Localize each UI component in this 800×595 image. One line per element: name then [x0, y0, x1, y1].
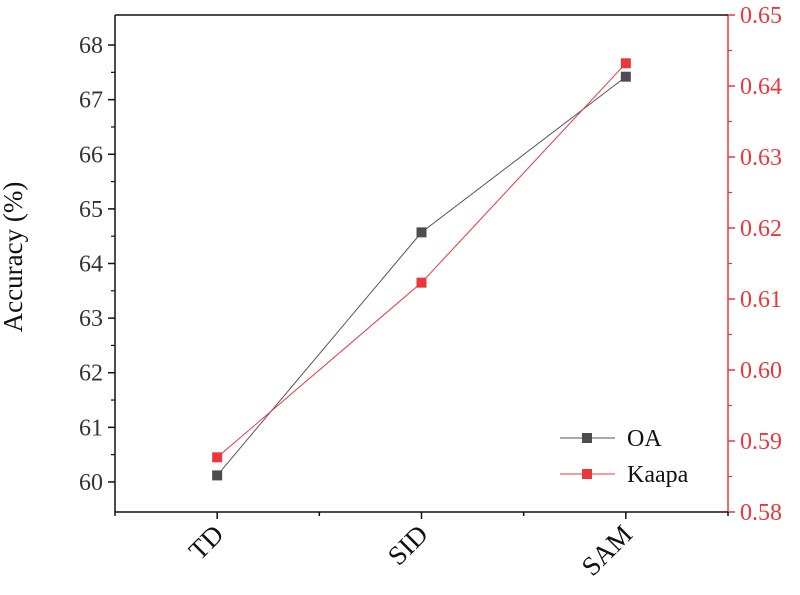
left-tick-label: 67 — [79, 88, 103, 114]
legend-marker-1 — [582, 469, 592, 479]
right-tick-label: 0.58 — [740, 500, 782, 526]
series-layer — [212, 58, 631, 481]
series-marker-1 — [416, 277, 427, 288]
left-tick-label: 60 — [79, 470, 103, 496]
series-marker-0 — [416, 227, 427, 238]
left-tick-label: 61 — [79, 415, 103, 441]
series-line-1 — [216, 62, 627, 458]
series-marker-0 — [620, 71, 631, 82]
x-tick-label: TD — [183, 519, 230, 566]
left-tick-label: 63 — [79, 306, 103, 332]
left-tick-label: 66 — [79, 142, 103, 168]
left-tick-label: 62 — [79, 361, 103, 387]
left-tick-label: 65 — [79, 197, 103, 223]
series-marker-0 — [212, 470, 223, 481]
right-tick-label: 0.63 — [740, 145, 782, 171]
legend-label-1: Kaapa — [627, 462, 689, 488]
series-marker-1 — [620, 58, 631, 69]
legend-marker-0 — [582, 433, 592, 443]
right-tick-label: 0.65 — [740, 3, 782, 29]
right-tick-label: 0.60 — [740, 358, 782, 384]
left-y-ticks: 60 61 62 63 64 65 66 67 68 — [79, 33, 115, 496]
series-line-0 — [216, 76, 627, 476]
right-tick-label: 0.62 — [740, 216, 782, 242]
right-y-ticks: 0.58 0.59 0.60 0.61 0.62 0.63 0.64 0.65 — [728, 3, 782, 526]
right-tick-label: 0.59 — [740, 429, 782, 455]
right-tick-label: 0.64 — [740, 74, 782, 100]
series-marker-1 — [212, 452, 223, 463]
legend: OA Kaapa — [560, 426, 689, 488]
legend-label-0: OA — [627, 426, 662, 452]
x-ticks: TD SID SAM — [114, 512, 729, 582]
right-tick-label: 0.61 — [740, 287, 782, 313]
left-tick-label: 64 — [79, 252, 103, 278]
y-axis-title: Accuracy (%) — [0, 182, 28, 333]
x-tick-label: SAM — [575, 519, 638, 582]
x-tick-label: SID — [382, 519, 434, 571]
left-tick-label: 68 — [79, 33, 103, 59]
